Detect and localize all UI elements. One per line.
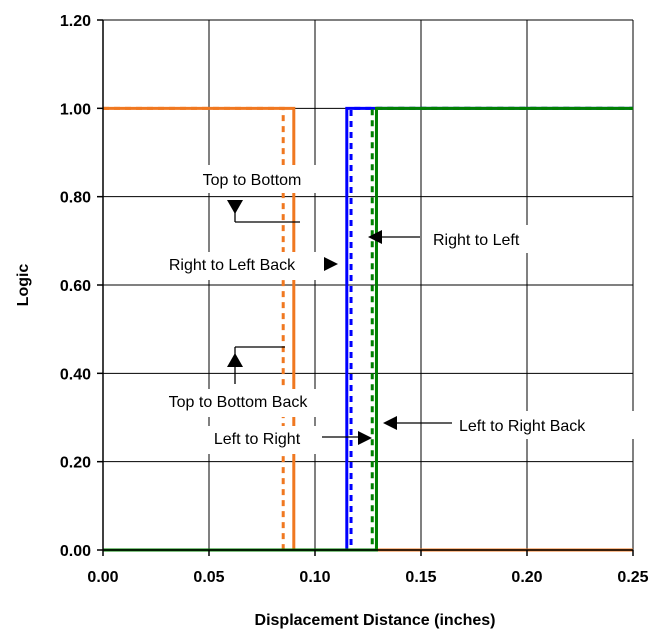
annotation-arrowhead (368, 230, 382, 244)
annotation-label-bg (452, 411, 634, 439)
y-tick-label: 0.80 (60, 190, 91, 207)
annotation-label-bg (140, 389, 336, 417)
grid-lines (102, 19, 634, 551)
annotation-label: Top to Bottom Back (169, 394, 309, 411)
annotation-label: Left to Right (214, 431, 301, 448)
annotation-arrowhead (324, 257, 338, 271)
annotation-label: Top to Bottom (203, 172, 302, 189)
axes-frame (97, 19, 634, 556)
annotation-arrowhead (227, 200, 243, 214)
annotations: Top to Bottom Right to Left Back Right to … (140, 165, 634, 454)
y-tick-label: 1.20 (60, 13, 91, 30)
x-tick-label: 0.10 (299, 569, 330, 586)
annotation-label-bg (172, 165, 332, 193)
y-tick-label: 0.60 (60, 278, 91, 295)
y-axis-title: Logic (15, 264, 32, 307)
annotation-arrowhead (358, 431, 372, 445)
annotation-label-bg (425, 225, 560, 253)
annotation-label-bg (140, 252, 324, 280)
x-tick-label: 0.05 (193, 569, 224, 586)
x-tick-label: 0.20 (511, 569, 542, 586)
x-tick-label: 0.25 (617, 569, 648, 586)
y-tick-label: 0.00 (60, 543, 91, 560)
annotation-label: Right to Left (433, 232, 520, 249)
y-tick-label: 0.40 (60, 366, 91, 383)
annotation-arrowhead (383, 416, 397, 430)
x-tick-label: 0.00 (87, 569, 118, 586)
y-tick-label: 0.20 (60, 455, 91, 472)
tick-labels: 0.00 0.20 0.40 0.60 0.80 1.00 1.20 0.00 0.05 0.10… (60, 13, 649, 586)
y-tick-label: 1.00 (60, 101, 91, 118)
annotation-label: Right to Left Back (169, 257, 296, 274)
x-axis-title: Displacement Distance (inches) (255, 612, 496, 629)
annotation-label-bg (190, 426, 324, 454)
annotation-arrowhead (227, 353, 243, 367)
annotation-label: Left to Right Back (459, 418, 586, 435)
x-tick-label: 0.15 (405, 569, 436, 586)
